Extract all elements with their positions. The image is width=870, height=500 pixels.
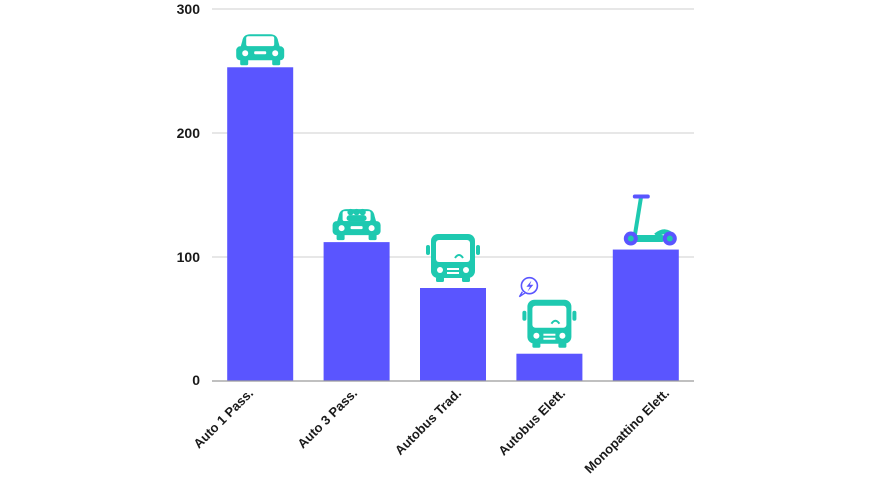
electric-scooter-icon [623,194,677,246]
y-tick-label: 300 [177,1,201,17]
y-tick-label: 0 [192,372,200,388]
y-tick-label: 100 [177,249,201,265]
x-tick-label: Auto 1 Pass. [190,386,256,452]
bar [612,249,679,381]
y-tick-label: 200 [177,125,201,141]
bar [420,288,486,381]
x-tick-label: Auto 3 Pass. [294,386,360,452]
vehicle-icons [236,34,677,348]
y-axis: 0 100 200 300 [177,1,201,388]
bar [227,67,294,381]
x-tick-label: Monopattino Elett. [581,386,672,477]
bar [323,242,390,381]
car-passengers-icon [332,208,381,241]
bars [227,67,679,381]
electric-bus-icon [518,276,577,348]
car-icon [236,34,285,66]
bar [516,353,583,381]
x-axis: Auto 1 Pass. Auto 3 Pass. Autobus Trad. … [190,386,672,477]
x-tick-label: Autobus Elett. [495,386,568,459]
bus-icon [426,234,480,282]
x-tick-label: Autobus Trad. [392,386,464,458]
